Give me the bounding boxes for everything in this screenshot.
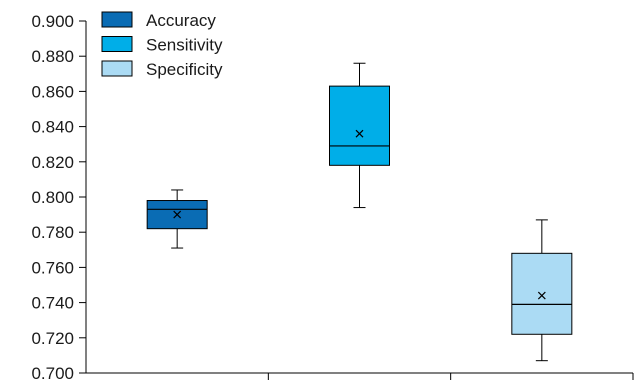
y-tick-label: 0.780 xyxy=(31,223,74,242)
y-tick-label: 0.820 xyxy=(31,153,74,172)
iqr-box xyxy=(511,252,573,335)
mean-marker xyxy=(355,129,364,138)
y-tick-label: 0.700 xyxy=(31,364,74,380)
axes: 0.700 0.720 0.740 0.760 0.780 0.800 0.820 0.840… xyxy=(31,12,634,380)
legend-swatch xyxy=(101,11,133,28)
mean-marker xyxy=(173,210,182,219)
legend-item-accuracy: Accuracy xyxy=(101,11,216,30)
box-specificity xyxy=(511,219,573,362)
y-tick-label: 0.740 xyxy=(31,294,74,313)
y-tick-label: 0.860 xyxy=(31,82,74,101)
y-tick-label: 0.760 xyxy=(31,258,74,277)
legend-swatch xyxy=(101,36,133,52)
iqr-box xyxy=(329,85,390,166)
legend-item-sensitivity: Sensitivity xyxy=(101,36,223,55)
y-tick-label: 0.900 xyxy=(31,12,74,31)
mean-marker xyxy=(537,291,546,300)
legend-item-specificity: Specificity xyxy=(101,60,223,79)
box-sensitivity xyxy=(329,62,390,209)
y-tick-label: 0.840 xyxy=(31,118,74,137)
legend-label: Specificity xyxy=(146,60,223,79)
box-accuracy xyxy=(146,189,208,249)
y-tick-label: 0.880 xyxy=(31,47,74,66)
legend-label: Accuracy xyxy=(146,11,216,30)
legend-swatch xyxy=(101,60,133,77)
boxes xyxy=(146,62,573,362)
legend-label: Sensitivity xyxy=(146,36,223,55)
y-tick-label: 0.720 xyxy=(31,329,74,348)
legend: Accuracy Sensitivity Specificity xyxy=(101,11,223,79)
y-tick-label: 0.800 xyxy=(31,188,74,207)
